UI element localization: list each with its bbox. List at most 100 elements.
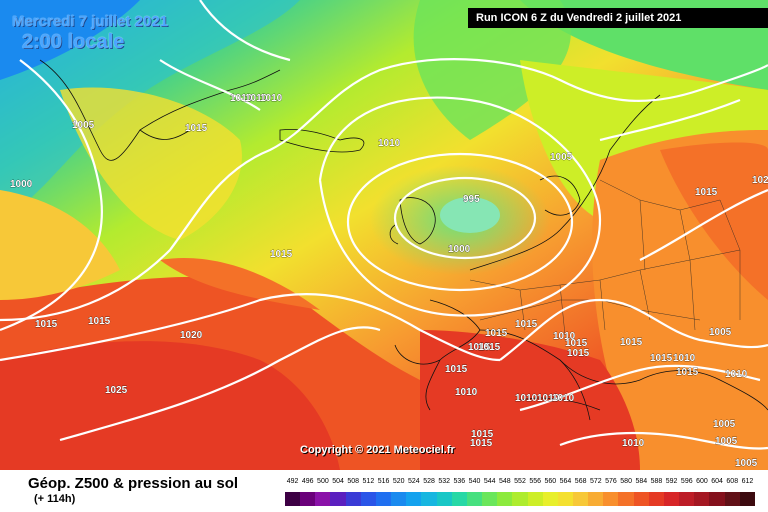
isobar-label: 1010 <box>455 387 478 398</box>
isobar-label: 1010 <box>537 393 560 404</box>
forecast-date: Mercredi 7 juillet 2021 <box>12 13 168 30</box>
isobar-label: 1025 <box>105 385 128 396</box>
color-scale-swatch <box>300 492 316 506</box>
color-scale-label: 532 <box>438 478 451 485</box>
weather-map: 1005 1015 1010 1010 1010 1000 1010 995 1000 1005 1… <box>0 0 768 470</box>
color-scale-swatch <box>572 492 589 506</box>
copyright-text: Copyright © 2021 Meteociel.fr <box>300 444 455 456</box>
color-scale-swatch <box>648 492 664 506</box>
color-scale-swatch <box>330 492 346 506</box>
isobar-label: 1005 <box>550 152 573 163</box>
isobar-label: 1010 <box>552 393 575 404</box>
isobar-label: 1015 <box>470 438 493 449</box>
color-scale-label: 604 <box>711 478 723 485</box>
geopotential-fill <box>0 0 768 470</box>
isobar-labels: 1005 101510101010101010001010995100010051… <box>10 93 768 470</box>
color-scale-label: 500 <box>317 478 329 485</box>
color-scale-label: 496 <box>301 478 314 485</box>
legend-panel: Géop. Z500 & pression au sol (+ 114h) 49… <box>0 470 768 512</box>
color-scale-swatch <box>497 492 513 506</box>
isobar-label: 1015 <box>471 429 494 440</box>
color-scale-label: 552 <box>514 478 526 485</box>
color-scale-label: 564 <box>559 478 572 485</box>
color-scale-label: 572 <box>589 478 602 485</box>
forecast-time: 2:00 locale <box>22 31 125 53</box>
color-scale-label: 520 <box>392 478 405 485</box>
color-scale-label: 512 <box>362 478 375 485</box>
legend-title: Géop. Z500 & pression au sol <box>28 475 239 492</box>
color-scale-swatch <box>618 492 634 506</box>
color-scale-label: 584 <box>635 478 648 485</box>
isobar-label: 1015 <box>676 367 699 378</box>
isobar-label: 995 <box>463 194 480 205</box>
isobar-label: 102 <box>752 175 768 186</box>
isobar-label: 1015 <box>515 319 538 330</box>
color-scale-label: 528 <box>423 478 435 485</box>
color-scale-swatch <box>482 492 498 506</box>
color-scale-label: 600 <box>696 478 708 485</box>
color-scale-swatch <box>739 492 755 506</box>
color-scale-label: 548 <box>498 478 511 485</box>
color-scale-swatch <box>633 492 649 506</box>
isobar-label: 1020 <box>180 330 203 341</box>
isobar-label: 1015 <box>567 348 590 359</box>
color-scale-swatch <box>285 492 301 506</box>
weather-map-svg: 1005 101510101010101010001010995100010051… <box>0 0 768 470</box>
color-scale-swatch <box>421 492 437 506</box>
color-scale-swatch <box>512 492 528 506</box>
color-scale-label: 556 <box>529 478 541 485</box>
color-scale-swatch <box>542 492 558 506</box>
color-scale-swatch <box>603 492 619 506</box>
color-scale-label: 576 <box>605 478 617 485</box>
color-scale-swatch <box>436 492 452 506</box>
color-scale-label: 504 <box>332 478 344 485</box>
isobar-label: 1015 <box>445 364 468 375</box>
isobar-label: 1015 <box>88 316 111 327</box>
coastlines <box>39 59 768 421</box>
color-scale-label: 560 <box>544 478 557 485</box>
color-scale-label: 588 <box>650 478 663 485</box>
color-scale-label: 540 <box>468 478 481 485</box>
isobar-label: 1005 <box>713 419 736 430</box>
isobar-label: 1010 <box>515 393 538 404</box>
color-scale-swatch <box>709 492 725 506</box>
color-scale-labels: 492 496 500 504 508 512 516 520 524 528 532 536 540 5… <box>285 478 755 490</box>
color-scale-swatch <box>724 492 740 506</box>
isobar-label: 1010 <box>553 331 576 342</box>
isobar-label: 1000 <box>448 244 471 255</box>
isobar-label: 1010 <box>725 369 748 380</box>
color-scale-swatch <box>679 492 695 506</box>
color-scale-swatch <box>345 492 361 506</box>
isobar-label: 1015 <box>620 337 643 348</box>
isobar-label: 1015 <box>478 342 501 353</box>
color-scale-swatch <box>466 492 483 506</box>
isobar-label: 1000 <box>10 179 33 190</box>
color-scale-label: 524 <box>408 478 420 485</box>
isobar-label: 1015 <box>270 249 293 260</box>
isobar-label: 1010 <box>260 93 283 104</box>
isobar-label: 1005 <box>709 327 732 338</box>
color-scale: 492 496 500 504 508 512 516 520 524 528 532 536 540 5… <box>285 478 755 508</box>
model-run-info: Run ICON 6 Z du Vendredi 2 juillet 2021 <box>468 8 768 28</box>
isobar-label: 1015 <box>185 123 208 134</box>
color-scale-swatch <box>557 492 573 506</box>
color-scale-label: 596 <box>680 478 693 485</box>
color-scale-swatch <box>315 492 331 506</box>
color-scale-label: 612 <box>741 478 754 485</box>
color-scale-label: 508 <box>347 478 360 485</box>
isobars <box>0 0 768 449</box>
legend-subtitle: (+ 114h) <box>34 493 76 505</box>
isobar-label: 1005 <box>72 120 95 131</box>
color-scale-swatch <box>588 492 604 506</box>
color-scale-label: 516 <box>377 478 390 485</box>
isobar-label: 1015 <box>468 342 491 353</box>
color-scale-swatch <box>451 492 467 506</box>
color-scale-label: 492 <box>286 478 299 485</box>
color-scale-label: 592 <box>665 478 678 485</box>
isobar-label: 1005 <box>715 436 738 447</box>
isobar-label: 1010 <box>622 438 645 449</box>
color-scale-label: 580 <box>620 478 632 485</box>
isobar-label: 1015 <box>565 338 588 349</box>
color-scale-label: 568 <box>574 478 587 485</box>
